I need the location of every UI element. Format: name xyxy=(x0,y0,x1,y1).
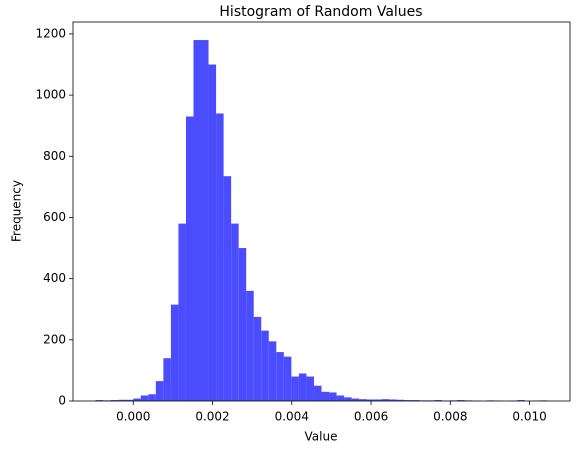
x-tick-label: 0.004 xyxy=(275,410,309,424)
bar xyxy=(344,397,352,401)
x-tick-label: 0.002 xyxy=(195,410,229,424)
bar xyxy=(171,305,179,401)
bar xyxy=(284,357,292,401)
bar xyxy=(269,341,277,401)
bar xyxy=(337,395,345,401)
y-tick-label: 800 xyxy=(43,149,66,163)
x-axis-label: Value xyxy=(305,430,338,444)
bar xyxy=(156,381,164,401)
bar xyxy=(178,224,186,401)
y-tick-label: 200 xyxy=(43,332,66,346)
bar xyxy=(141,395,149,401)
chart-title: Histogram of Random Values xyxy=(219,4,422,20)
bar xyxy=(186,117,194,401)
bar xyxy=(231,224,239,401)
bar xyxy=(163,358,171,401)
bar xyxy=(314,386,322,401)
x-tick-label: 0.000 xyxy=(116,410,150,424)
bar xyxy=(193,40,201,401)
bar xyxy=(209,65,217,401)
y-tick-label: 1000 xyxy=(35,88,66,102)
bar xyxy=(276,352,284,401)
y-tick-label: 0 xyxy=(58,394,66,408)
bar xyxy=(224,176,232,401)
axes-frame xyxy=(73,22,570,401)
bar xyxy=(299,373,307,401)
bar xyxy=(148,394,156,401)
y-tick-label: 600 xyxy=(43,210,66,224)
bar xyxy=(322,392,330,401)
y-tick-label: 400 xyxy=(43,271,66,285)
bar xyxy=(254,317,262,401)
x-tick-label: 0.010 xyxy=(512,410,546,424)
y-tick-label: 1200 xyxy=(35,26,66,40)
bar xyxy=(329,392,337,401)
bar xyxy=(261,331,269,401)
bar xyxy=(239,248,247,401)
bar xyxy=(216,113,224,401)
bar xyxy=(291,377,299,401)
bar xyxy=(246,291,254,401)
y-axis-label: Frequency xyxy=(10,180,24,242)
bar xyxy=(306,377,314,401)
bar xyxy=(201,40,209,401)
x-tick-label: 0.006 xyxy=(354,410,388,424)
x-tick-label: 0.008 xyxy=(433,410,467,424)
